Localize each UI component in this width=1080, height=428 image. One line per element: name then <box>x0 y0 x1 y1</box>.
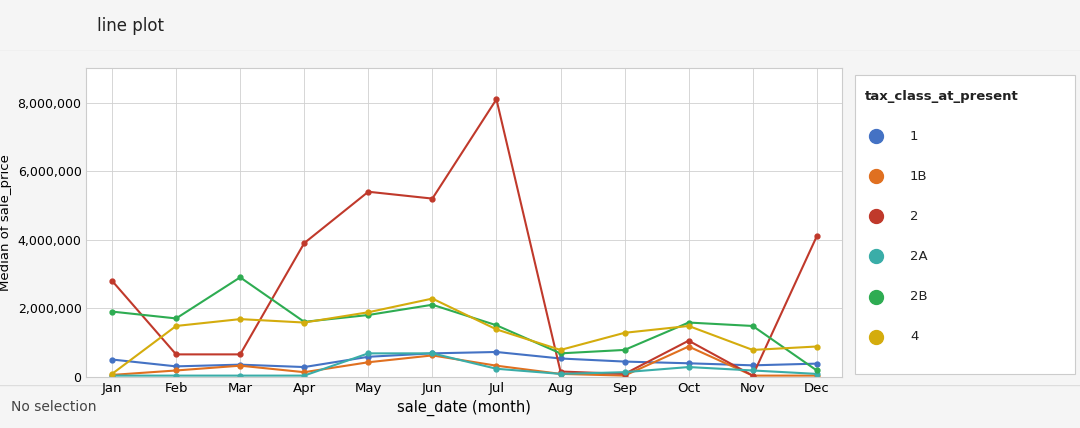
2A <box>298 373 311 378</box>
1 <box>683 361 696 366</box>
2A <box>810 372 823 377</box>
4 <box>683 324 696 329</box>
2B <box>554 351 567 356</box>
2 <box>618 372 631 377</box>
4 <box>362 310 375 315</box>
1 <box>106 357 119 362</box>
4 <box>298 320 311 325</box>
1 <box>362 354 375 360</box>
2B <box>298 319 311 324</box>
1 <box>298 365 311 370</box>
1 <box>746 363 759 368</box>
Text: 4: 4 <box>910 330 918 343</box>
Line: 2: 2 <box>109 97 820 378</box>
FancyBboxPatch shape <box>855 74 1076 374</box>
2 <box>810 234 823 239</box>
1B <box>106 372 119 377</box>
4 <box>746 348 759 353</box>
2B <box>810 368 823 373</box>
4 <box>490 327 503 332</box>
2A <box>683 365 696 370</box>
2 <box>490 97 503 102</box>
4 <box>106 372 119 377</box>
Text: line plot: line plot <box>97 17 164 35</box>
2 <box>170 352 183 357</box>
1B <box>810 373 823 378</box>
Text: 2A: 2A <box>910 250 928 263</box>
1 <box>490 349 503 354</box>
2B <box>362 312 375 318</box>
1B <box>618 373 631 378</box>
1B <box>746 373 759 378</box>
Line: 4: 4 <box>109 296 820 376</box>
1B <box>490 363 503 368</box>
2A <box>490 366 503 372</box>
2 <box>683 338 696 343</box>
Y-axis label: Median of sale_price: Median of sale_price <box>0 154 12 291</box>
2A <box>554 372 567 377</box>
4 <box>233 317 246 322</box>
4 <box>426 296 438 301</box>
Text: No selection: No selection <box>11 400 96 413</box>
1B <box>426 353 438 358</box>
2 <box>298 241 311 246</box>
2B <box>233 275 246 280</box>
2A <box>426 351 438 356</box>
2 <box>362 189 375 194</box>
2A <box>746 368 759 373</box>
1B <box>170 368 183 373</box>
Line: 2B: 2B <box>109 275 820 373</box>
X-axis label: sale_date (month): sale_date (month) <box>397 400 531 416</box>
1 <box>233 362 246 367</box>
2A <box>106 373 119 378</box>
2A <box>362 351 375 356</box>
1B <box>362 360 375 365</box>
2B <box>170 316 183 321</box>
2A <box>233 373 246 378</box>
1B <box>233 363 246 368</box>
2B <box>683 320 696 325</box>
2 <box>554 369 567 374</box>
Text: 2B: 2B <box>910 290 928 303</box>
2B <box>490 323 503 328</box>
Line: 1B: 1B <box>109 344 820 378</box>
1 <box>810 361 823 366</box>
2A <box>618 370 631 375</box>
1 <box>618 359 631 364</box>
Text: 1: 1 <box>910 130 918 143</box>
2B <box>746 324 759 329</box>
4 <box>810 344 823 349</box>
2B <box>618 348 631 353</box>
Line: 2A: 2A <box>109 351 820 378</box>
Text: 1B: 1B <box>910 170 928 183</box>
Text: 2: 2 <box>910 210 918 223</box>
2B <box>106 309 119 314</box>
2 <box>746 373 759 378</box>
1B <box>683 344 696 349</box>
1B <box>298 370 311 375</box>
4 <box>554 348 567 353</box>
Text: tax_class_at_present: tax_class_at_present <box>865 90 1018 103</box>
2 <box>233 352 246 357</box>
4 <box>170 324 183 329</box>
Line: 1: 1 <box>109 350 820 369</box>
1 <box>170 364 183 369</box>
1 <box>426 351 438 356</box>
4 <box>618 330 631 336</box>
2 <box>106 278 119 283</box>
1B <box>554 372 567 377</box>
2A <box>170 373 183 378</box>
1 <box>554 356 567 361</box>
2 <box>426 196 438 201</box>
2B <box>426 302 438 307</box>
